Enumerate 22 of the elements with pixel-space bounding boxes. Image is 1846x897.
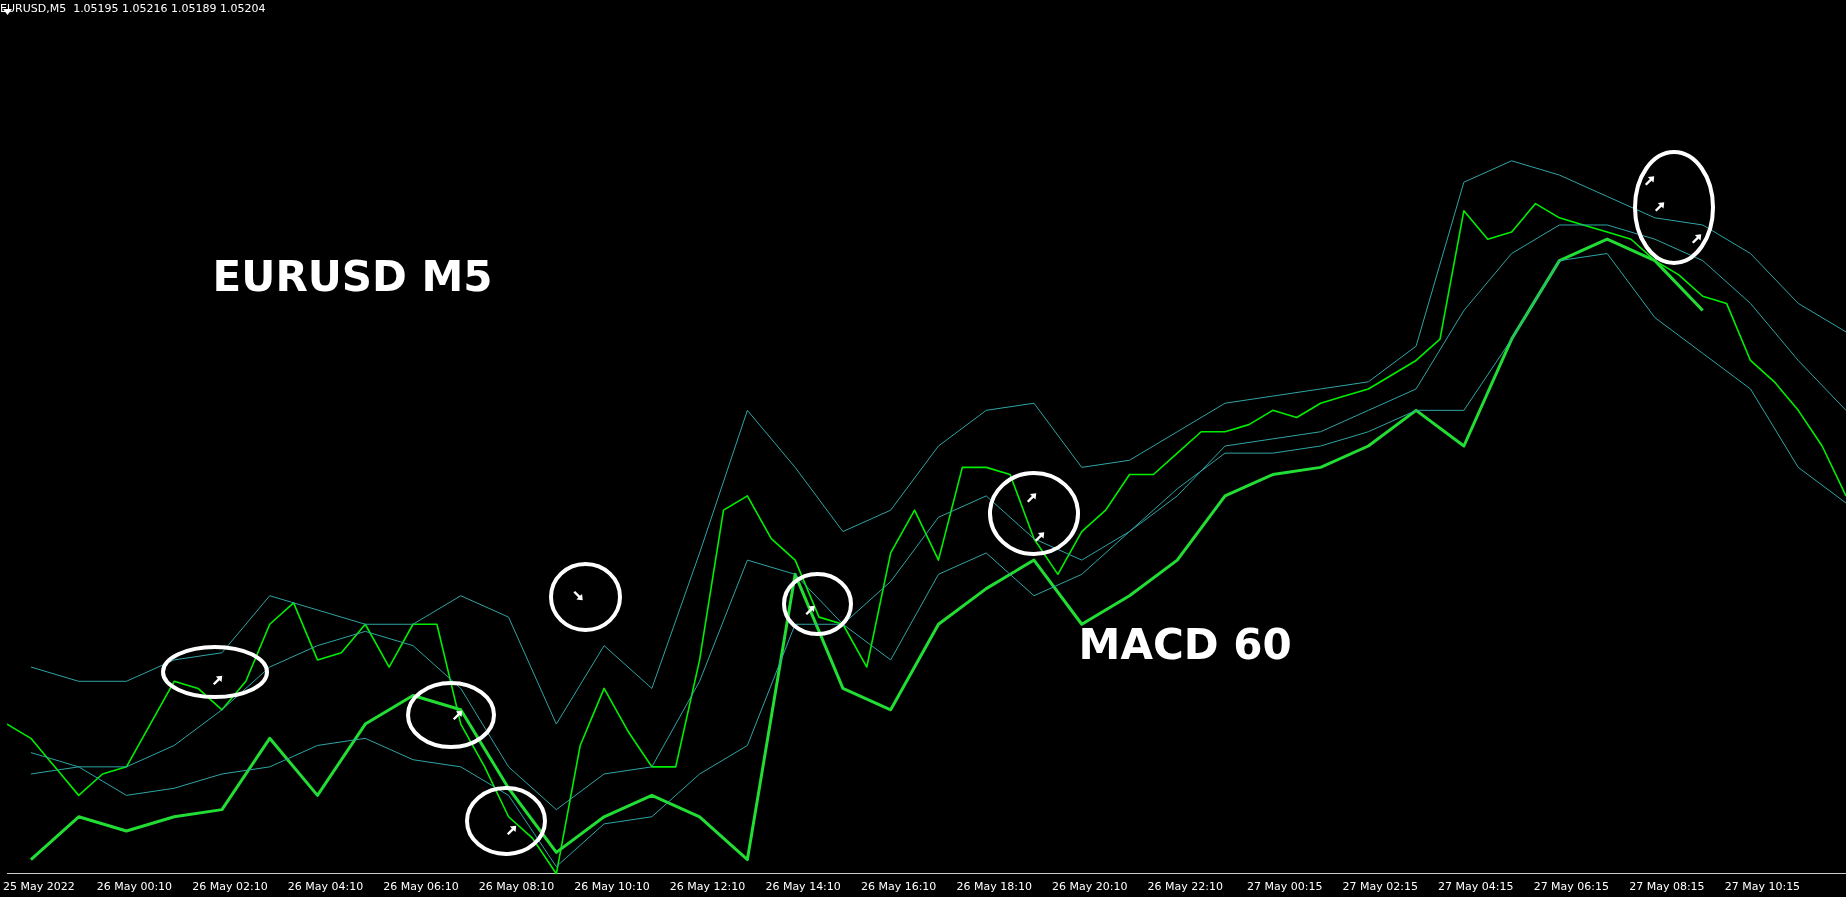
x-tick-label: 26 May 16:10 [860, 880, 937, 894]
x-tick-label: 27 May 10:15 [1724, 880, 1801, 894]
x-tick-label: 26 May 18:10 [956, 880, 1032, 894]
x-tick-label: 27 May 08:15 [1629, 880, 1705, 894]
x-tick-label: 25 May 2022 [3, 880, 75, 894]
x-tick-label: 27 May 02:15 [1342, 880, 1418, 894]
x-tick-label: 26 May 14:10 [765, 880, 841, 894]
x-tick-label: 27 May 06:15 [1533, 880, 1610, 894]
x-tick-label: 26 May 08:10 [478, 880, 555, 894]
x-tick-label: 26 May 10:10 [574, 880, 650, 894]
x-tick-label: 26 May 22:10 [1147, 880, 1223, 894]
x-tick-label: 26 May 00:10 [96, 880, 173, 894]
annotation: MACD 60 [1078, 619, 1292, 669]
x-tick-label: 27 May 00:15 [1247, 880, 1323, 894]
chart-title: EURUSD,M5 1.05195 1.05216 1.05189 1.05204 [0, 2, 266, 16]
x-tick-label: 27 May 04:15 [1438, 880, 1514, 894]
x-tick-label: 26 May 12:10 [669, 880, 746, 894]
annotation: EURUSD M5 [212, 251, 493, 301]
x-tick-label: 26 May 20:10 [1051, 880, 1128, 894]
x-tick-label: 26 May 06:10 [383, 880, 459, 894]
x-tick-label: 26 May 02:10 [192, 880, 268, 894]
x-tick-label: 26 May 04:10 [287, 880, 364, 894]
